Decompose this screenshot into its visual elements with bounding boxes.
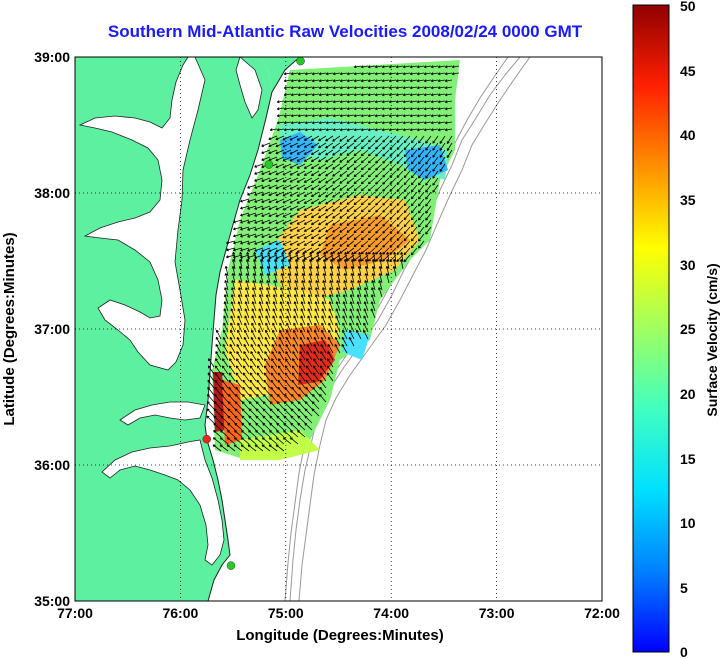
colorbar-ticks: 50 45 40 35 30 25 20 15 10 5 0 (680, 0, 696, 659)
y-tick-label: 37:00 (34, 321, 70, 337)
y-tick-label: 39:00 (34, 49, 70, 65)
x-tick-label: 77:00 (57, 605, 93, 621)
colorbar-tick-label: 20 (680, 386, 696, 402)
albemarle-sound (119, 401, 206, 426)
station-marker (264, 160, 274, 169)
map-plot-area (75, 57, 602, 601)
map-title: Southern Mid-Atlantic Raw Velocities 200… (107, 22, 583, 41)
colorbar-tick-label: 15 (680, 451, 696, 467)
y-tick-label: 36:00 (34, 457, 70, 473)
y-axis: 39:00 38:00 37:00 36:00 35:00 Latitude (… (1, 49, 70, 609)
colorbar-tick-label: 40 (680, 127, 696, 143)
y-tick-label: 38:00 (34, 185, 70, 201)
station-marker (296, 57, 305, 66)
x-tick-label: 75:00 (268, 605, 304, 621)
colorbar-gradient (632, 4, 670, 653)
station-marker (226, 561, 236, 570)
colorbar-tick-label: 50 (680, 0, 696, 14)
colorbar-tick-label: 0 (680, 644, 688, 659)
x-tick-label: 73:00 (479, 605, 515, 621)
station-marker (202, 434, 211, 444)
delaware-bay (235, 57, 263, 119)
grid-lines (75, 57, 602, 601)
colorbar-tick-label: 30 (680, 257, 696, 273)
x-tick-label: 74:00 (373, 605, 409, 621)
colorbar-label: Surface Velocity (cm/s) (704, 263, 720, 416)
colorbar-tick-label: 5 (680, 580, 688, 596)
velocity-arrow-set (206, 65, 460, 452)
y-axis-label: Latitude (Degrees:Minutes) (1, 232, 18, 425)
x-axis: 77:00 76:00 75:00 74:00 73:00 72:00 Long… (57, 605, 620, 644)
colorbar-tick-label: 25 (680, 321, 696, 337)
x-axis-label: Longitude (Degrees:Minutes) (236, 627, 444, 644)
pamlico-sound (101, 439, 225, 566)
atlantic-coastline (207, 57, 301, 401)
chesapeake-bay (78, 57, 206, 371)
station-markers (202, 57, 305, 570)
colorbar-tick-label: 10 (680, 515, 696, 531)
land-new-jersey (262, 57, 300, 92)
y-tick-label: 35:00 (34, 593, 70, 609)
velocity-arrows (206, 65, 460, 452)
colorbar-tick-label: 35 (680, 192, 696, 208)
colorbar-tick-label: 45 (680, 63, 696, 79)
x-tick-label: 76:00 (162, 605, 198, 621)
x-tick-label: 72:00 (584, 605, 620, 621)
plot-frame (74, 56, 603, 602)
colorbar: 50 45 40 35 30 25 20 15 10 5 0 Surface V… (632, 0, 720, 659)
